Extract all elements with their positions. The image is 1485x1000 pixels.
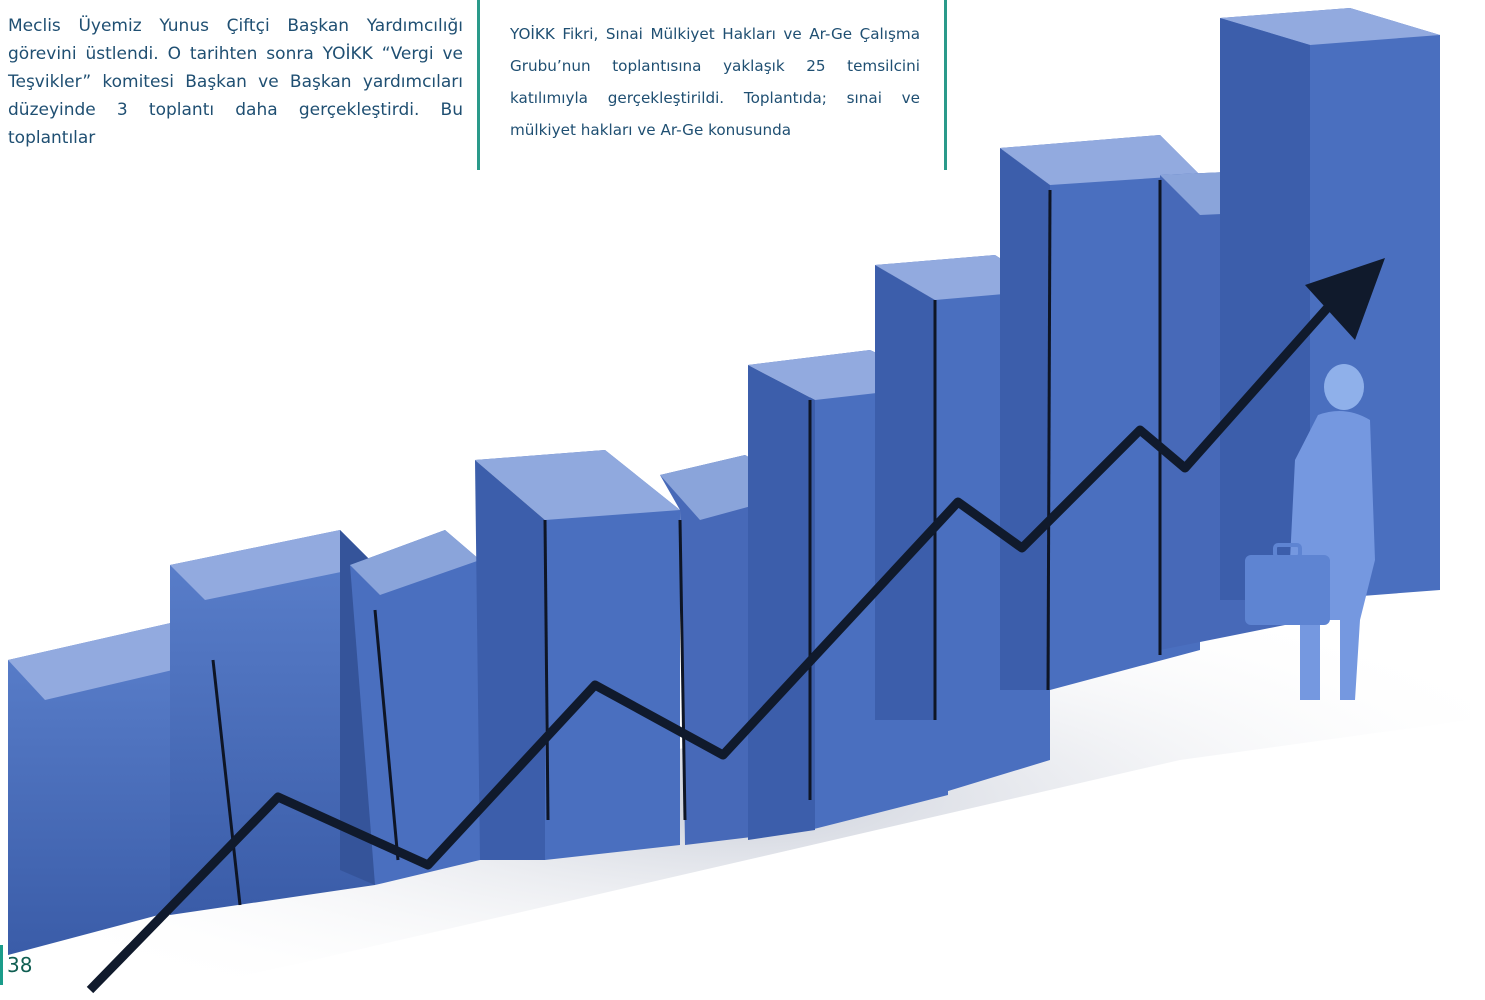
right-text-box: YOİKK Fikri, Sınai Mülkiyet Hakları ve A…	[477, 0, 947, 170]
bar-4	[475, 450, 680, 860]
bar-3	[350, 530, 480, 885]
left-text-column: Meclis Üyemiz Yunus Çiftçi Başkan Yardım…	[8, 0, 463, 152]
bars	[8, 8, 1440, 955]
right-paragraph: YOİKK Fikri, Sınai Mülkiyet Hakları ve A…	[510, 25, 920, 139]
bar-1	[8, 622, 215, 955]
trend-arrow	[86, 258, 1385, 994]
bar-2	[170, 530, 375, 915]
businessman-figure	[1245, 364, 1375, 700]
page-number: 38	[0, 945, 32, 985]
arrowhead	[1305, 258, 1385, 340]
briefcase	[1245, 555, 1330, 625]
left-paragraph: Meclis Üyemiz Yunus Çiftçi Başkan Yardım…	[8, 16, 463, 148]
